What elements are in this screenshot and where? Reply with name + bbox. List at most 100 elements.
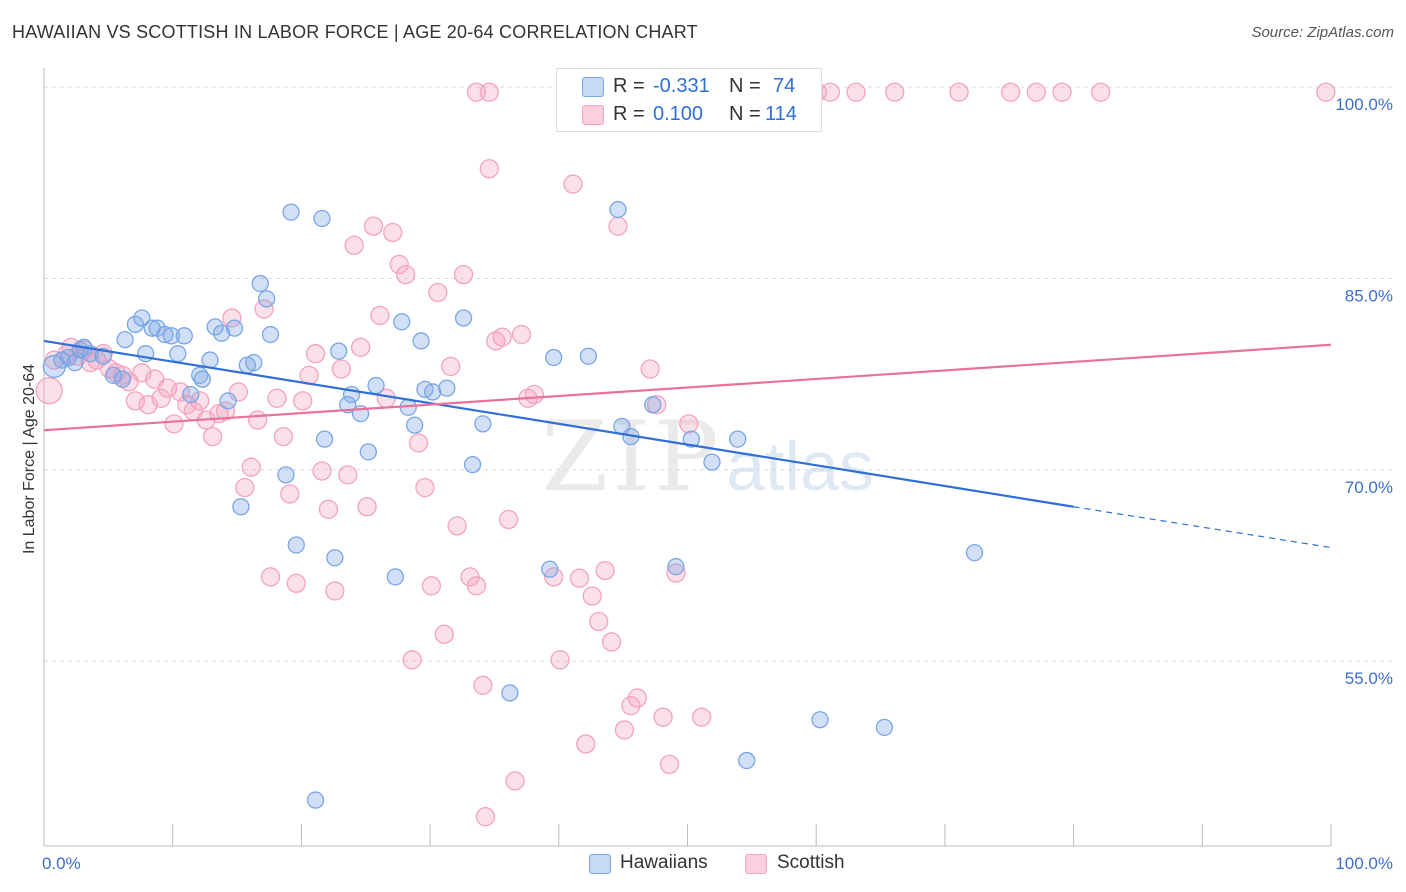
scottish-point	[659, 754, 680, 775]
scottish-point	[479, 82, 499, 102]
scottish-point	[505, 771, 525, 791]
scottish-point	[164, 414, 184, 434]
hawaiians-point	[454, 309, 473, 327]
hawaiians-point	[359, 443, 377, 461]
chart-title: HAWAIIAN VS SCOTTISH IN LABOR FORCE | AG…	[12, 22, 698, 42]
hawaiians-point	[474, 415, 492, 433]
hawaiians-point	[287, 536, 305, 554]
scottish-point	[267, 388, 287, 408]
hawaiians-point	[113, 370, 132, 388]
hawaiians-point	[94, 347, 112, 365]
scottish-point	[408, 433, 429, 453]
scottish-point	[498, 509, 519, 530]
scottish-point	[247, 410, 268, 430]
legend: R = -0.331 N = 74 R = 0.100 N = 114	[556, 68, 822, 132]
scottish-point	[447, 516, 467, 536]
y-tick-label: 85.0%	[1345, 286, 1393, 305]
scottish-point	[151, 388, 171, 408]
hawaiians-point	[251, 274, 269, 293]
scottish-point	[475, 807, 496, 827]
scottish-r-value: 0.100	[653, 103, 704, 125]
hawaiians-point	[175, 327, 193, 345]
scottish-point	[646, 395, 667, 415]
hawaiians-point	[541, 560, 559, 578]
hawaiians-point	[811, 711, 829, 729]
scottish-point	[608, 216, 628, 236]
scottish-point	[280, 484, 300, 504]
scottish-r-label: R =	[613, 103, 645, 125]
hawaiians-point	[729, 430, 747, 448]
hawaiians-point	[126, 315, 145, 334]
scottish-point	[190, 391, 210, 411]
hawaiians-point	[406, 416, 424, 434]
hawaiians-point	[875, 718, 894, 737]
scottish-point	[885, 82, 905, 102]
scottish-point	[1000, 82, 1021, 102]
scottish-point	[293, 391, 313, 411]
scottish-point	[202, 426, 223, 447]
hawaiians-point	[313, 209, 331, 228]
scottish-point	[627, 688, 647, 708]
hawaiians-point	[206, 318, 224, 336]
hawaiians-point	[703, 453, 721, 471]
scottish-point	[305, 344, 326, 364]
trend-lines	[43, 339, 1332, 549]
scottish-point	[563, 174, 583, 194]
hawaiians-point	[545, 348, 563, 367]
scottish-point	[692, 707, 712, 727]
hawaiians-point	[306, 791, 325, 809]
hawaiians-n-value: 74	[773, 75, 796, 97]
scottish-point	[389, 254, 409, 275]
hawaiians-point	[282, 203, 300, 221]
hawaiians-point	[42, 354, 66, 379]
scottish-point	[582, 586, 602, 606]
hawaiians-point	[463, 456, 482, 474]
scottish-point	[344, 235, 364, 255]
hawaiians-point	[738, 751, 756, 770]
hawaiians-point	[212, 324, 231, 342]
scottish-point	[569, 568, 590, 588]
hawaiians-point	[609, 200, 627, 219]
scottish-point	[1316, 82, 1336, 102]
hawaiians-point	[965, 544, 984, 562]
scottish-legend-label: Scottish	[777, 852, 845, 873]
hawaiians-swatch	[582, 77, 604, 97]
scottish-point	[402, 650, 422, 670]
scottish-point	[473, 675, 493, 695]
scottish-point	[820, 82, 841, 102]
watermark-zip: ZIP	[541, 401, 722, 513]
scottish-point	[363, 216, 384, 236]
y-tick-label: 70.0%	[1345, 478, 1393, 497]
scottish-point	[235, 477, 255, 498]
scottish-point	[338, 465, 358, 485]
scottish-point	[286, 573, 306, 593]
scottish-legend-swatch	[745, 854, 767, 874]
hawaiians-point	[579, 347, 598, 365]
hawaiians-point	[326, 549, 344, 567]
hawaiians-legend-label: Hawaiians	[620, 852, 708, 873]
hawaiians-point	[133, 309, 151, 327]
scottish-point	[595, 560, 615, 581]
scottish-point	[260, 567, 281, 587]
bottom-legend: Hawaiians Scottish	[0, 852, 1406, 876]
hawaiians-point	[116, 331, 134, 349]
hawaiians-point	[219, 392, 237, 410]
scottish-point	[601, 632, 622, 652]
hawaiians-point	[277, 466, 295, 484]
hawaiians-point	[258, 290, 276, 308]
hawaiians-point	[367, 376, 385, 395]
scottish-point	[949, 82, 969, 102]
scottish-point	[621, 696, 641, 716]
scottish-point	[350, 337, 371, 357]
scottish-point	[614, 720, 635, 740]
x-tick-label: 0.0%	[42, 854, 81, 873]
scottish-n-value: 114	[765, 103, 797, 125]
scottish-point	[312, 461, 332, 481]
hawaiians-trend-line	[43, 339, 1074, 508]
hawaiians-point	[682, 430, 701, 448]
hawaiians-point	[424, 383, 442, 401]
scottish-point	[1052, 82, 1072, 102]
scottish-point	[453, 264, 474, 285]
hawaiians-series	[42, 200, 984, 809]
hawaiians-point	[66, 353, 84, 372]
